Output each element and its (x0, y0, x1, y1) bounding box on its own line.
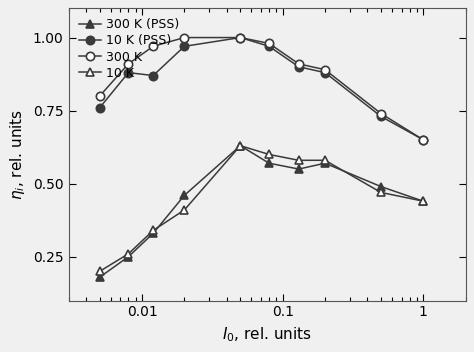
10 K (182, 208, 187, 212)
10 K (PSS) (266, 44, 272, 49)
300 K (PSS) (296, 167, 301, 171)
300 K (PSS) (97, 275, 102, 279)
10 K (237, 144, 243, 148)
300 K (PSS) (420, 199, 426, 203)
300 K (126, 62, 131, 66)
X-axis label: $I_0$, rel. units: $I_0$, rel. units (222, 325, 312, 344)
300 K (PSS) (182, 193, 187, 197)
300 K (182, 36, 187, 40)
300 K (378, 112, 384, 116)
Line: 300 K: 300 K (96, 33, 428, 144)
300 K (PSS) (150, 231, 156, 235)
10 K (PSS) (126, 70, 131, 75)
10 K (378, 190, 384, 195)
300 K (237, 36, 243, 40)
10 K (PSS) (237, 36, 243, 40)
Line: 300 K (PSS): 300 K (PSS) (96, 142, 428, 281)
300 K (420, 138, 426, 142)
300 K (322, 68, 328, 72)
300 K (97, 94, 102, 98)
10 K (97, 269, 102, 274)
300 K (PSS) (322, 161, 328, 165)
10 K (PSS) (150, 74, 156, 78)
10 K (PSS) (420, 138, 426, 142)
10 K (PSS) (182, 44, 187, 49)
300 K (296, 62, 301, 66)
300 K (PSS) (126, 254, 131, 259)
300 K (150, 44, 156, 49)
10 K (296, 158, 301, 162)
10 K (322, 158, 328, 162)
Legend: 300 K (PSS), 10 K (PSS), 300 K, 10 K: 300 K (PSS), 10 K (PSS), 300 K, 10 K (75, 14, 183, 83)
Line: 10 K (PSS): 10 K (PSS) (96, 33, 428, 144)
300 K (266, 41, 272, 45)
10 K (PSS) (296, 65, 301, 69)
10 K (PSS) (378, 114, 384, 119)
Y-axis label: $\eta_i$, rel. units: $\eta_i$, rel. units (9, 109, 27, 200)
300 K (PSS) (266, 161, 272, 165)
10 K (PSS) (322, 70, 328, 75)
300 K (PSS) (237, 144, 243, 148)
10 K (PSS) (97, 106, 102, 110)
10 K (126, 252, 131, 256)
300 K (PSS) (378, 184, 384, 189)
10 K (150, 228, 156, 233)
10 K (266, 152, 272, 157)
10 K (420, 199, 426, 203)
Line: 10 K: 10 K (96, 142, 428, 276)
